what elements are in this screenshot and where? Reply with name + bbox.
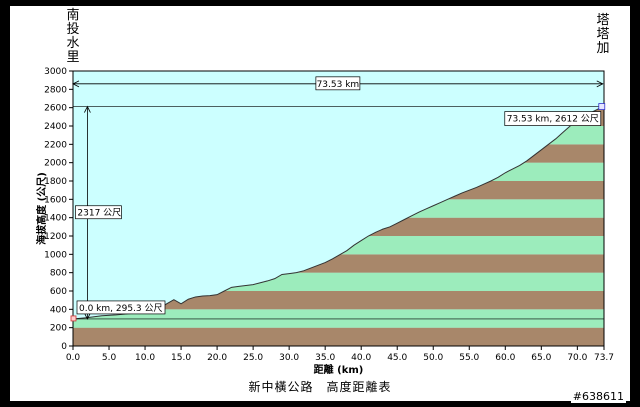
end-point-marker xyxy=(598,103,606,110)
arrow-left xyxy=(72,80,80,88)
x-tick-label: 35.0 xyxy=(315,353,335,363)
start-point-marker xyxy=(70,315,77,322)
y-tick-label: 600 xyxy=(50,287,67,297)
elevation-band xyxy=(73,327,604,346)
x-tick-label: 60.0 xyxy=(495,353,515,363)
y-tick-label: 1200 xyxy=(44,232,67,242)
distance-annotation: 73.53 km xyxy=(317,80,360,90)
y-tick-label: 200 xyxy=(50,324,67,334)
x-tick-label: 5.0 xyxy=(102,353,117,363)
chart-title: 新中橫公路 高度距離表 xyxy=(248,380,392,394)
y-tick-label: 2400 xyxy=(44,122,67,132)
y-tick-label: 3000 xyxy=(44,67,67,77)
y-tick-label: 2200 xyxy=(44,140,67,150)
y-tick-label: 2800 xyxy=(44,85,67,95)
y-tick-label: 1800 xyxy=(44,177,67,187)
y-tick-label: 1000 xyxy=(44,250,67,260)
y-tick-label: 2600 xyxy=(44,104,67,114)
elevation-band xyxy=(73,309,604,328)
y-tick-label: 800 xyxy=(50,269,67,279)
plot-frame xyxy=(72,70,605,347)
annotation-box xyxy=(315,76,361,91)
x-tick-label: 20.0 xyxy=(207,353,227,363)
x-tick-label: 73.7 xyxy=(594,353,614,363)
y-axis-label: 海拔高度 (公尺) xyxy=(35,172,48,245)
annotation-box xyxy=(504,111,602,126)
x-tick-label: 10.0 xyxy=(135,353,155,363)
x-tick-label: 40.0 xyxy=(351,353,371,363)
start-point-annotation: 0.0 km, 295.3 公尺 xyxy=(79,303,163,314)
x-tick-label: 0.0 xyxy=(66,353,81,363)
annotation-box xyxy=(76,300,166,315)
y-tick-label: 400 xyxy=(50,305,67,315)
elevation-profile-line xyxy=(72,106,604,320)
watermark-text: #638611 xyxy=(570,390,626,403)
height-gain-annotation: 2317 公尺 xyxy=(77,208,121,219)
arrow-right xyxy=(596,80,604,88)
y-tick-label: 2000 xyxy=(44,159,67,169)
x-tick-label: 50.0 xyxy=(423,353,443,363)
y-tick-label: 1600 xyxy=(44,195,67,205)
x-tick-label: 15.0 xyxy=(171,353,191,363)
end-point-annotation: 73.53 km, 2612 公尺 xyxy=(507,114,599,125)
start-location-label: 南投水里 xyxy=(66,8,80,65)
x-tick-label: 55.0 xyxy=(459,353,479,363)
annotation-box xyxy=(75,205,122,220)
x-tick-label: 45.0 xyxy=(387,353,407,363)
x-tick-label: 70.0 xyxy=(567,353,587,363)
y-tick-label: 1400 xyxy=(44,214,67,224)
x-tick-label: 25.0 xyxy=(243,353,263,363)
end-location-label: 塔塔加 xyxy=(596,13,610,56)
x-axis-label: 距離 (km) xyxy=(314,363,364,376)
x-tick-label: 30.0 xyxy=(279,353,299,363)
y-tick-label: 0 xyxy=(61,342,67,352)
x-tick-label: 65.0 xyxy=(531,353,551,363)
